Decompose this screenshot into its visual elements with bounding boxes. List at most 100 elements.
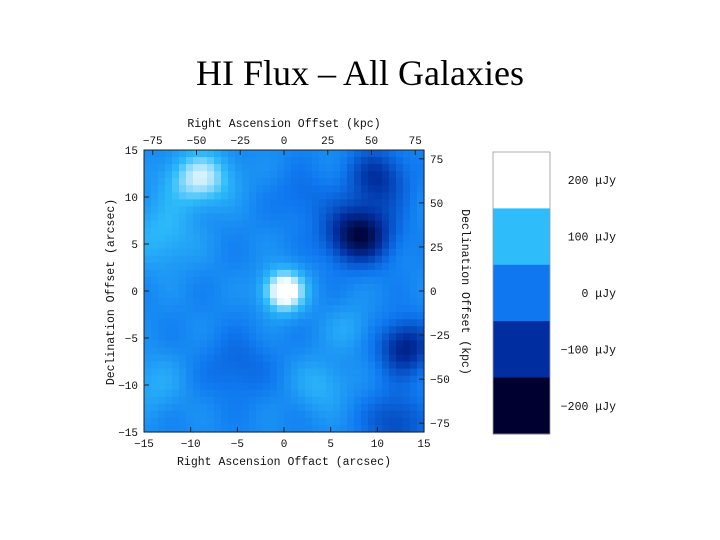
heatmap-cell xyxy=(305,248,313,257)
heatmap-cell xyxy=(207,361,215,370)
heatmap-cell xyxy=(382,326,390,334)
heatmap-cell xyxy=(277,298,285,306)
heatmap-cell xyxy=(277,248,285,257)
heatmap-cell xyxy=(361,305,369,313)
heatmap-cell xyxy=(165,403,173,412)
heatmap-cell xyxy=(284,354,292,363)
heatmap-cell xyxy=(312,417,320,426)
heatmap-cell xyxy=(396,326,404,334)
heatmap-cell xyxy=(326,361,334,370)
heatmap-cell xyxy=(410,382,418,391)
heatmap-cell xyxy=(179,375,187,384)
heatmap-cell xyxy=(165,382,173,391)
heatmap-cell xyxy=(151,312,159,320)
heatmap-cell xyxy=(382,248,390,257)
heatmap-cell xyxy=(270,171,278,179)
heatmap-cell xyxy=(389,340,397,348)
heatmap-cell xyxy=(158,340,166,348)
heatmap-cell xyxy=(305,164,313,172)
heatmap-cell xyxy=(221,234,229,243)
heatmap-cell xyxy=(305,389,313,398)
heatmap-cell xyxy=(312,340,320,348)
heatmap-cell xyxy=(326,389,334,398)
heatmap-cell xyxy=(207,305,215,313)
heatmap-cell xyxy=(410,340,418,348)
heatmap-cell xyxy=(319,354,327,363)
heatmap-cell xyxy=(179,354,187,363)
heatmap-cell xyxy=(417,234,425,243)
heatmap-cell xyxy=(179,326,187,334)
heatmap-cell xyxy=(284,298,292,306)
heatmap-cell xyxy=(193,164,201,172)
heatmap-cell xyxy=(305,213,313,222)
heatmap-cell xyxy=(312,276,320,285)
heatmap-cell xyxy=(347,347,355,356)
heatmap-cell xyxy=(249,255,257,264)
heatmap-cell xyxy=(333,396,341,405)
heatmap-cell xyxy=(417,164,425,172)
heatmap-cell xyxy=(144,150,152,158)
heatmap-cell xyxy=(256,234,264,243)
heatmap-cell xyxy=(151,276,159,285)
heatmap-cell xyxy=(270,368,278,377)
heatmap-cell xyxy=(158,157,166,165)
heatmap-cell xyxy=(179,255,187,264)
heatmap-cell xyxy=(375,255,383,264)
heatmap-cell xyxy=(417,227,425,236)
heatmap-cell xyxy=(389,283,397,292)
heatmap-cell xyxy=(312,178,320,186)
heatmap-cell xyxy=(193,368,201,377)
heatmap-cell xyxy=(186,361,194,370)
heatmap-cell xyxy=(361,276,369,285)
heatmap-cell xyxy=(235,220,243,229)
heatmap-cell xyxy=(340,368,348,377)
heatmap-cell xyxy=(410,213,418,222)
heatmap-cell xyxy=(158,361,166,370)
heatmap-cell xyxy=(228,241,236,250)
heatmap-cell xyxy=(312,185,320,193)
y-tick-label-right: 75 xyxy=(430,155,443,167)
heatmap-cell xyxy=(277,375,285,384)
heatmap-cell xyxy=(214,340,222,348)
heatmap-cell xyxy=(207,241,215,250)
heatmap-cell xyxy=(305,234,313,243)
heatmap-cell xyxy=(319,157,327,165)
heatmap-cell xyxy=(333,255,341,264)
heatmap-cell xyxy=(403,276,411,285)
heatmap-cell xyxy=(207,199,215,207)
heatmap-cell xyxy=(256,199,264,207)
heatmap-cell xyxy=(284,283,292,292)
heatmap-cell xyxy=(326,291,334,299)
heatmap-cell xyxy=(312,192,320,200)
heatmap-cell xyxy=(319,269,327,278)
heatmap-cell xyxy=(403,347,411,356)
heatmap-cell xyxy=(326,171,334,179)
heatmap-cell xyxy=(410,248,418,257)
heatmap-cell xyxy=(340,312,348,320)
heatmap-cell xyxy=(151,213,159,222)
heatmap-cell xyxy=(298,171,306,179)
heatmap-cell xyxy=(214,375,222,384)
heatmap-cell xyxy=(347,164,355,172)
heatmap-cell xyxy=(172,417,180,426)
heatmap-cell xyxy=(291,276,299,285)
heatmap-cell xyxy=(221,312,229,320)
heatmap-cell xyxy=(144,347,152,356)
heatmap-cell xyxy=(347,396,355,405)
heatmap-cell xyxy=(242,150,250,158)
heatmap-cell xyxy=(298,241,306,250)
heatmap-cell xyxy=(144,340,152,348)
heatmap-cell xyxy=(291,213,299,222)
heatmap-cell xyxy=(193,347,201,356)
heatmap-cell xyxy=(410,354,418,363)
heatmap-cell xyxy=(382,206,390,215)
heatmap-cell xyxy=(361,326,369,334)
heatmap-cell xyxy=(403,206,411,215)
heatmap-cell xyxy=(186,283,194,292)
heatmap-cell xyxy=(270,417,278,426)
heatmap-cell xyxy=(312,248,320,257)
heatmap-cell xyxy=(200,417,208,426)
heatmap-cell xyxy=(389,227,397,236)
heatmap-cell xyxy=(326,347,334,356)
heatmap-cell xyxy=(403,312,411,320)
